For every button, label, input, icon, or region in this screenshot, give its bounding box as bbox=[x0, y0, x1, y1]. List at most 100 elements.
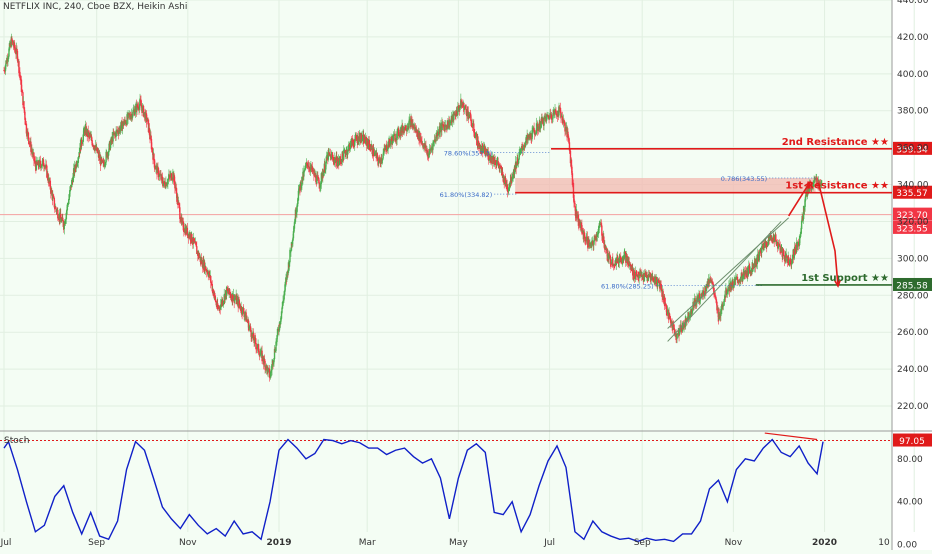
candle-body bbox=[273, 358, 275, 363]
support-1-price-tag bbox=[893, 277, 932, 291]
candle-body bbox=[470, 119, 473, 127]
candle-body bbox=[766, 245, 768, 247]
candle-body bbox=[132, 109, 135, 112]
candle-body bbox=[820, 180, 823, 184]
candle-body bbox=[141, 106, 144, 112]
candle-body bbox=[151, 147, 154, 153]
candle-body bbox=[44, 166, 47, 168]
candle-body bbox=[378, 159, 381, 161]
candle-body bbox=[292, 237, 294, 242]
resistance-2-price-value: 359.34 bbox=[896, 145, 928, 155]
candle-body bbox=[41, 165, 43, 167]
candle-body bbox=[215, 299, 217, 302]
fib-level-label: 0.786(343.55) bbox=[721, 175, 767, 183]
candle-body bbox=[335, 160, 337, 163]
candle-body bbox=[583, 232, 586, 237]
candle-body bbox=[366, 142, 369, 145]
candle-body bbox=[659, 283, 662, 286]
candle-body bbox=[19, 72, 21, 77]
candle-body bbox=[404, 125, 407, 131]
candle-body bbox=[35, 160, 38, 170]
candle-body bbox=[442, 124, 445, 127]
candle-body bbox=[83, 128, 85, 136]
candle-body bbox=[722, 305, 725, 307]
candle-body bbox=[473, 123, 475, 133]
candle-body bbox=[339, 157, 341, 162]
candle-body bbox=[527, 136, 529, 139]
channel-line bbox=[667, 217, 790, 329]
candle-body bbox=[293, 222, 296, 229]
candle-body bbox=[803, 206, 806, 211]
candle-body bbox=[647, 274, 649, 281]
candle-body bbox=[296, 205, 298, 213]
candle-body bbox=[324, 169, 327, 171]
candle-body bbox=[601, 233, 604, 239]
candle-body bbox=[508, 185, 510, 189]
candle-body bbox=[433, 141, 435, 143]
candle-body bbox=[318, 182, 321, 189]
candle-body bbox=[293, 227, 295, 233]
candle-body bbox=[820, 183, 822, 186]
candle-body bbox=[787, 257, 790, 266]
candle-body bbox=[413, 124, 415, 130]
candle-body bbox=[256, 344, 259, 349]
candle-body bbox=[655, 277, 658, 285]
candle-body bbox=[524, 145, 526, 147]
candle-body bbox=[757, 254, 759, 261]
candle-body bbox=[7, 55, 10, 60]
price-axis-tick: 440.00 bbox=[897, 0, 929, 6]
candle-body bbox=[484, 146, 486, 155]
candle-body bbox=[471, 124, 473, 126]
candle-body bbox=[210, 281, 212, 284]
candle-body bbox=[754, 259, 756, 268]
candle-body bbox=[347, 150, 349, 154]
candle-body bbox=[279, 320, 282, 325]
candle-body bbox=[62, 217, 64, 222]
candle-body bbox=[488, 158, 490, 161]
candle-body bbox=[281, 301, 284, 309]
candle-body bbox=[473, 130, 476, 136]
candle-body bbox=[379, 159, 381, 164]
candle-body bbox=[438, 131, 440, 135]
candle-body bbox=[156, 165, 159, 173]
candle-body bbox=[330, 154, 333, 160]
candle-body bbox=[486, 152, 488, 155]
candle-body bbox=[77, 162, 79, 165]
candle-body bbox=[576, 210, 578, 219]
candle-body bbox=[531, 130, 533, 140]
candle-body bbox=[210, 275, 212, 283]
candle-body bbox=[262, 355, 264, 362]
candle-body bbox=[634, 278, 636, 280]
candle-body bbox=[304, 169, 306, 171]
candle-body bbox=[43, 164, 45, 167]
candle-body bbox=[65, 218, 67, 222]
candle-body bbox=[518, 152, 520, 160]
candle-body bbox=[256, 347, 258, 349]
candle-body bbox=[296, 203, 299, 207]
candle-body bbox=[338, 161, 340, 164]
candle-body bbox=[272, 361, 275, 365]
candle-body bbox=[19, 75, 22, 81]
candle-body bbox=[289, 249, 291, 263]
candle-body bbox=[61, 219, 63, 222]
candle-body bbox=[22, 92, 24, 106]
candle-body bbox=[343, 149, 345, 160]
candle-body bbox=[263, 359, 266, 362]
candle-body bbox=[817, 185, 819, 187]
candle-body bbox=[649, 275, 651, 279]
candle-body bbox=[554, 109, 557, 112]
candle-body bbox=[244, 315, 246, 317]
candle-body bbox=[624, 251, 626, 253]
candle-body bbox=[612, 258, 614, 267]
candle-body bbox=[30, 141, 32, 152]
candle-body bbox=[763, 244, 765, 247]
candle-body bbox=[255, 343, 257, 349]
candle-body bbox=[783, 254, 785, 259]
candle-body bbox=[112, 133, 115, 135]
candle-body bbox=[761, 246, 763, 253]
candle-body bbox=[797, 242, 800, 246]
candle-body bbox=[168, 174, 170, 179]
candle-body bbox=[601, 225, 603, 236]
candle-body bbox=[459, 107, 461, 111]
candle-body bbox=[130, 116, 132, 119]
